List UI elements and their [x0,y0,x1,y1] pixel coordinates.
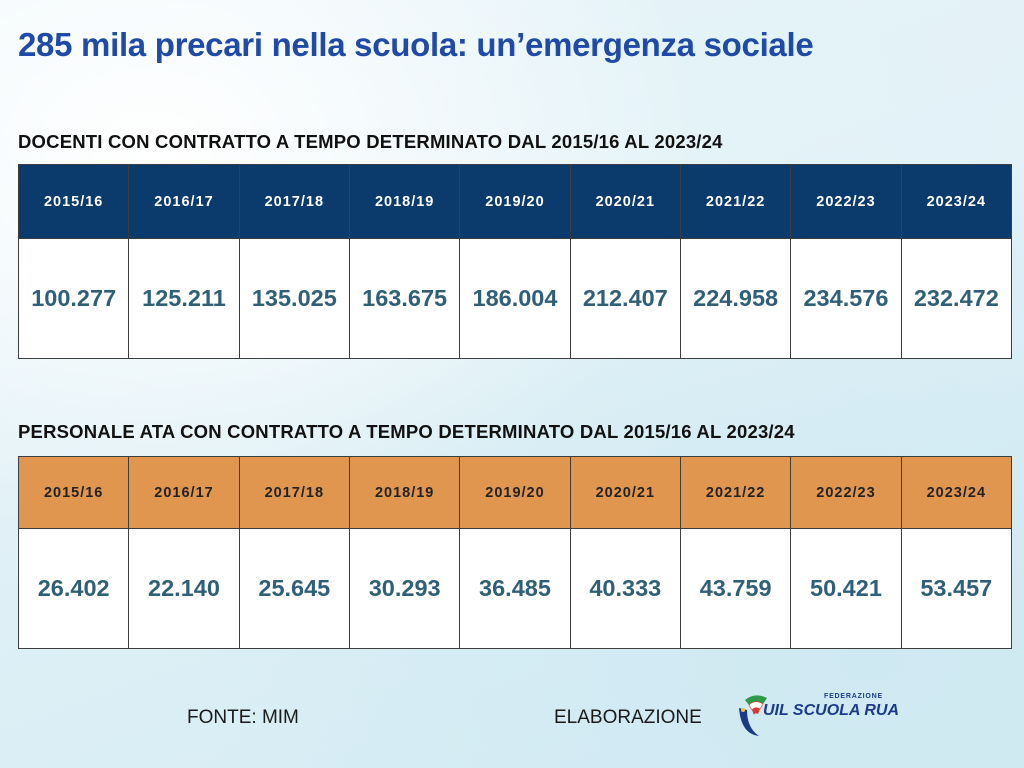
docenti-values-row: 100.277 125.211 135.025 163.675 186.004 212.4… [17,238,1013,359]
docenti-value-cell: 100.277 [17,238,130,359]
ata-year-header: 2022/23 [790,456,902,529]
ata-year-header: 2016/17 [128,456,240,529]
docenti-value-cell: 232.472 [900,238,1013,359]
docenti-table: 2015/16 2016/17 2017/18 2018/19 2019/20 2020/… [17,164,1013,359]
docenti-header-row: 2015/16 2016/17 2017/18 2018/19 2019/20 2020/… [17,164,1013,239]
ata-year-header: 2023/24 [900,456,1013,529]
docenti-year-header: 2023/24 [900,164,1013,239]
ata-value-cell: 30.293 [348,528,461,649]
docenti-year-header: 2022/23 [790,164,902,239]
ata-table-title: PERSONALE ATA CON CONTRATTO A TEMPO DETE… [18,421,795,442]
ata-value-cell: 36.485 [459,528,571,649]
ata-value-cell: 43.759 [679,528,792,649]
docenti-year-header: 2015/16 [17,164,130,239]
docenti-value-cell: 212.407 [569,238,681,359]
ata-year-header: 2017/18 [238,456,350,529]
ata-value-cell: 22.140 [128,528,240,649]
docenti-value-cell: 234.576 [790,238,902,359]
ata-year-header: 2015/16 [17,456,130,529]
docenti-value-cell: 135.025 [238,238,350,359]
docenti-year-header: 2018/19 [348,164,461,239]
docenti-value-cell: 125.211 [128,238,240,359]
docenti-value-cell: 186.004 [459,238,571,359]
docenti-value-cell: 163.675 [348,238,461,359]
ata-year-header: 2020/21 [569,456,681,529]
docenti-year-header: 2019/20 [459,164,571,239]
ata-year-header: 2018/19 [348,456,461,529]
ata-year-header: 2019/20 [459,456,571,529]
ata-value-cell: 26.402 [17,528,130,649]
ata-header-row: 2015/16 2016/17 2017/18 2018/19 2019/20 2020/… [17,456,1013,529]
docenti-year-header: 2017/18 [238,164,350,239]
ata-values-row: 26.402 22.140 25.645 30.293 36.485 40.333 43.7… [17,528,1013,649]
ata-value-cell: 53.457 [900,528,1013,649]
page-title: 285 mila precari nella scuola: un’emerge… [18,26,814,63]
ata-value-cell: 50.421 [790,528,902,649]
elaboration-label: ELABORAZIONE [554,707,702,728]
ata-value-cell: 40.333 [569,528,681,649]
docenti-year-header: 2021/22 [679,164,792,239]
docenti-year-header: 2020/21 [569,164,681,239]
ata-year-header: 2021/22 [679,456,792,529]
source-note: FONTE: MIM [187,707,299,728]
uil-scuola-rua-logo: FEDERAZIONE UIL SCUOLA RUA [733,690,899,740]
docenti-table-title: DOCENTI CON CONTRATTO A TEMPO DETERMINAT… [18,131,723,152]
logo-mark-icon [739,695,767,736]
ata-table: 2015/16 2016/17 2017/18 2018/19 2019/20 2020/… [17,456,1013,649]
docenti-year-header: 2016/17 [128,164,240,239]
ata-value-cell: 25.645 [238,528,350,649]
docenti-value-cell: 224.958 [679,238,792,359]
